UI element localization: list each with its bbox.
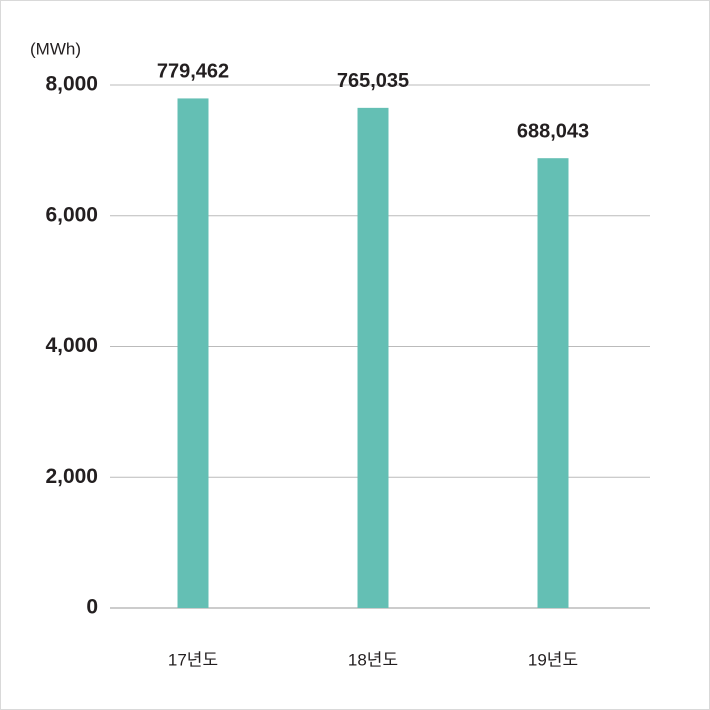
y-axis-label: (MWh)	[30, 39, 81, 58]
y-tick-label: 6,000	[45, 203, 98, 226]
y-tick-label: 2,000	[45, 465, 98, 488]
x-tick-label: 17년도	[168, 650, 218, 669]
x-tick-label: 18년도	[348, 650, 398, 669]
y-tick-label: 4,000	[45, 334, 98, 357]
y-tick-label: 0	[86, 596, 98, 619]
bar	[357, 107, 389, 608]
value-label: 765,035	[337, 70, 409, 92]
value-label: 688,043	[517, 120, 589, 142]
bar	[537, 158, 569, 608]
bar	[177, 98, 209, 608]
value-label: 779,462	[157, 61, 229, 83]
x-tick-label: 19년도	[528, 650, 578, 669]
y-tick-label: 8,000	[45, 73, 98, 96]
